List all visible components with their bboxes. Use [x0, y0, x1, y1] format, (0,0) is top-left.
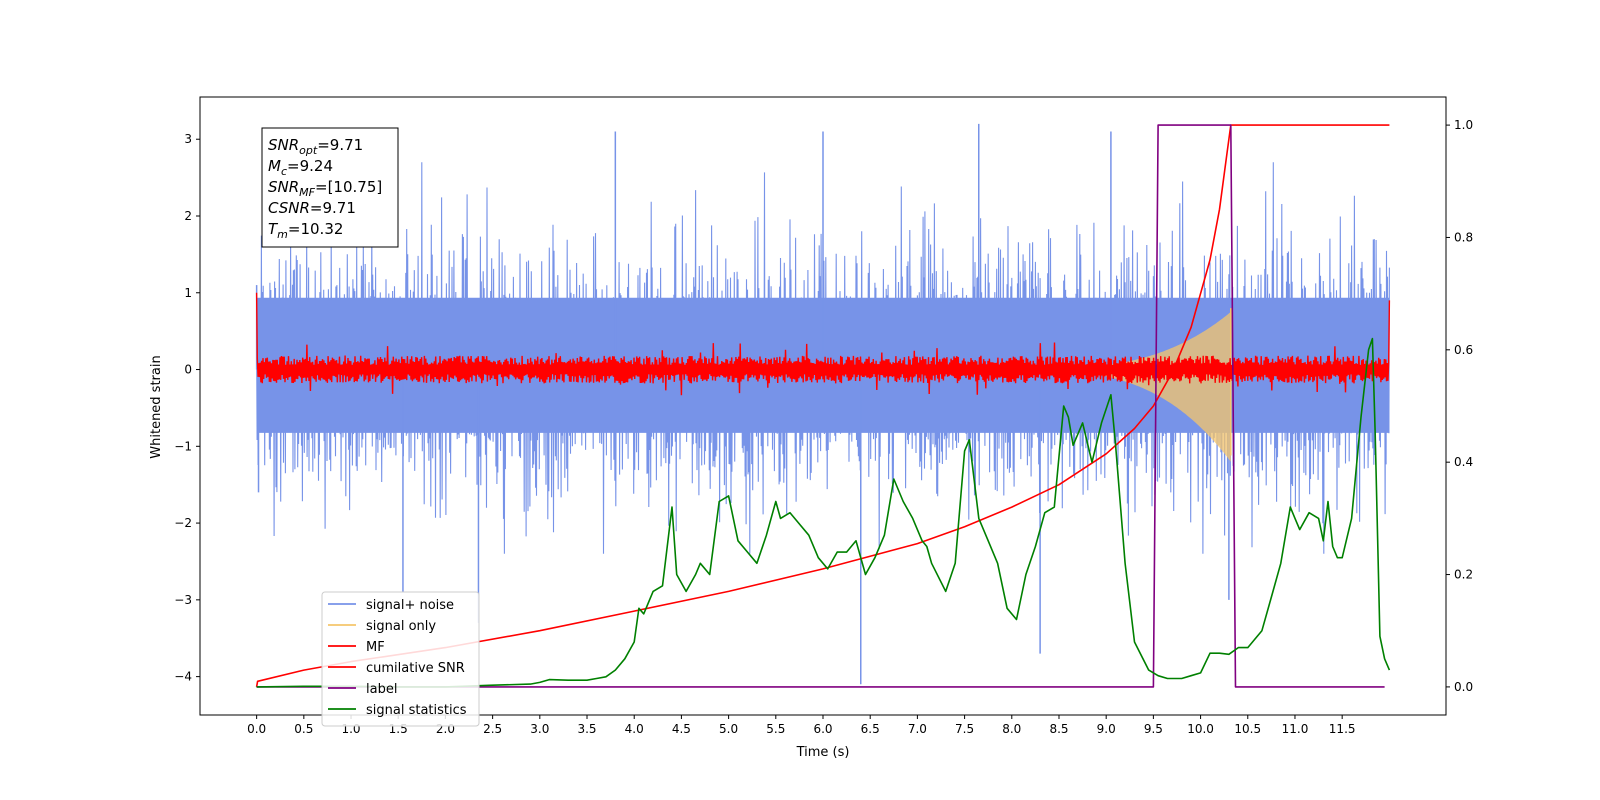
- annotation-box: SNRopt=9.71Mc=9.24SNRMF=[10.75]CSNR=9.71…: [261, 127, 399, 248]
- y-right-tick-label: 1.0: [1454, 118, 1473, 132]
- y-right-tick-label: 0.4: [1454, 455, 1473, 469]
- legend-frame: [321, 591, 480, 727]
- mf-trace: [255, 292, 1391, 396]
- x-tick-label: 6.5: [861, 722, 880, 736]
- x-tick-label: 10.5: [1234, 722, 1261, 736]
- y-left-tick-label: −4: [174, 670, 192, 684]
- y-left-tick-label: 0: [184, 363, 192, 377]
- x-tick-label: 4.5: [672, 722, 691, 736]
- y-right-tick-label: 0.8: [1454, 230, 1473, 244]
- y-left-tick-label: −2: [174, 516, 192, 530]
- y-axis-right: 1.0 0.8 0.6 0.4 0.2 0.0: [1446, 118, 1473, 694]
- legend-label: signal only: [366, 619, 436, 634]
- x-axis-label: Time (s): [796, 745, 850, 760]
- y-axis-label: Whitened strain: [149, 355, 164, 458]
- series-label: [256, 124, 1385, 688]
- series-signal-only: [1030, 308, 1232, 462]
- signal-chirp-envelope: [1030, 312, 1231, 462]
- x-tick-label: 0.0: [247, 722, 266, 736]
- y-right-tick-label: 0.2: [1454, 568, 1473, 582]
- x-tick-label: 3.5: [577, 722, 596, 736]
- legend-label: label: [366, 682, 397, 697]
- x-tick-label: 8.5: [1049, 722, 1068, 736]
- y-left-tick-label: 3: [184, 132, 192, 146]
- y-right-tick-label: 0.0: [1454, 680, 1473, 694]
- y-left-tick-label: −1: [174, 439, 192, 453]
- y-axis-left: 3 2 1 0 −1 −2 −3 −4: [174, 132, 200, 684]
- annotation-line: CSNR=9.71: [268, 199, 356, 217]
- x-tick-label: 2.5: [483, 722, 502, 736]
- x-tick-label: 11.0: [1282, 722, 1309, 736]
- legend: signal+ noise signal only MF cumilative SNR…: [321, 591, 480, 727]
- y-left-tick-label: 2: [184, 209, 192, 223]
- x-tick-label: 6.0: [813, 722, 832, 736]
- legend-label: MF: [366, 640, 385, 655]
- x-tick-label: 10.0: [1187, 722, 1214, 736]
- x-tick-label: 5.5: [766, 722, 785, 736]
- y-left-tick-label: 1: [184, 286, 192, 300]
- x-tick-label: 4.0: [625, 722, 644, 736]
- series-signal-statistics: [256, 337, 1391, 688]
- x-tick-label: 11.5: [1329, 722, 1356, 736]
- x-tick-label: 0.5: [294, 722, 313, 736]
- annotation-line: SNRMF=[10.75]: [268, 178, 382, 199]
- annotation-line: SNRopt=9.71: [268, 136, 363, 157]
- annotation-frame: [261, 127, 399, 248]
- x-tick-label: 5.0: [719, 722, 738, 736]
- annotation-line: Tm=10.32: [268, 220, 343, 241]
- x-tick-label: 9.0: [1097, 722, 1116, 736]
- legend-label: cumilative SNR: [366, 661, 465, 676]
- x-tick-label: 7.0: [908, 722, 927, 736]
- y-left-tick-label: −3: [174, 593, 192, 607]
- legend-label: signal statistics: [366, 703, 467, 718]
- x-tick-label: 7.5: [955, 722, 974, 736]
- x-tick-label: 8.0: [1002, 722, 1021, 736]
- x-tick-label: 3.0: [530, 722, 549, 736]
- series-mf: [255, 292, 1391, 396]
- legend-label: signal+ noise: [366, 598, 454, 613]
- y-right-tick-label: 0.6: [1454, 343, 1473, 357]
- annotation-line: Mc=9.24: [268, 157, 333, 178]
- x-tick-label: 9.5: [1144, 722, 1163, 736]
